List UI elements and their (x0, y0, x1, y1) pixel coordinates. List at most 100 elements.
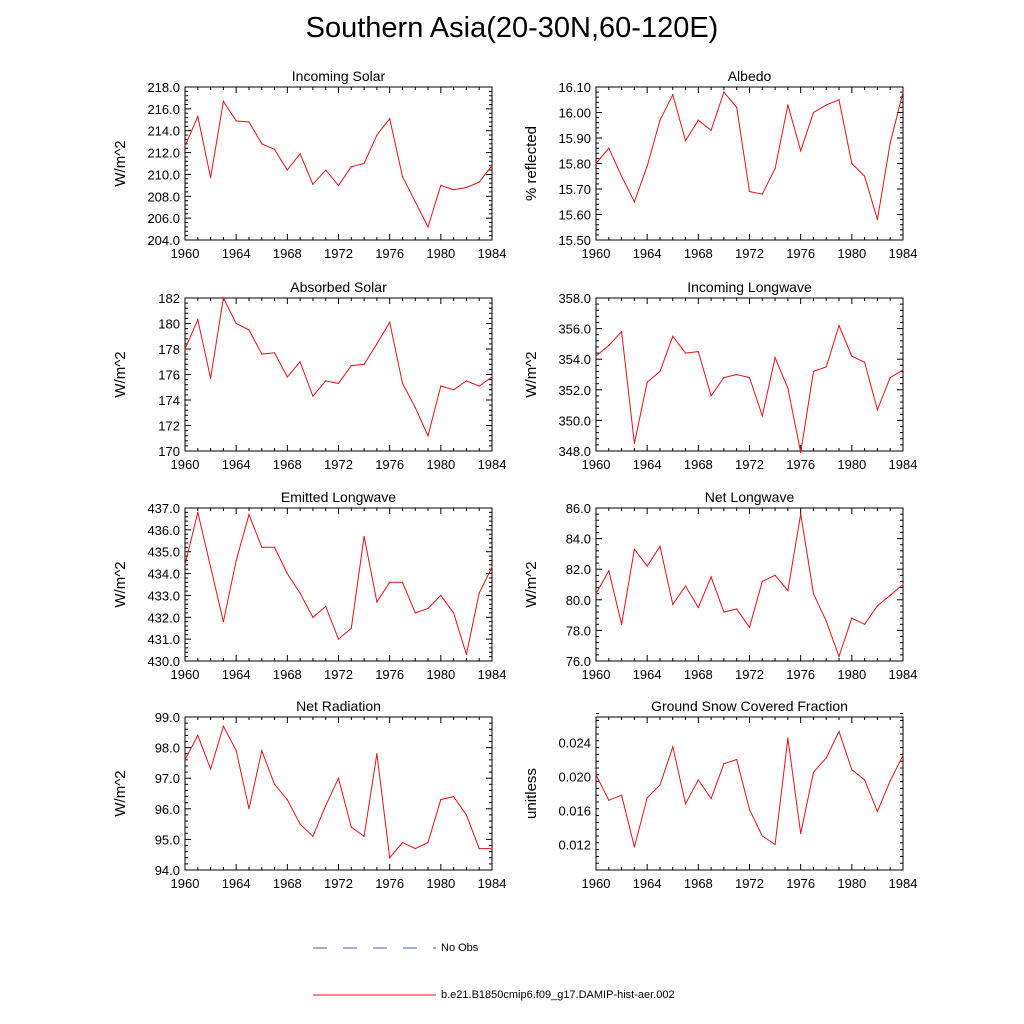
data-point (440, 385, 442, 387)
y-tick-label: 433.0 (147, 588, 180, 603)
data-point (710, 129, 712, 131)
data-point (427, 841, 429, 844)
data-point (440, 799, 442, 801)
data-point (736, 373, 738, 376)
x-tick-label: 1964 (222, 246, 251, 261)
x-tick-label: 1968 (273, 876, 302, 891)
data-point (261, 546, 263, 548)
data-point (197, 511, 199, 513)
data-point (902, 91, 904, 93)
y-axis-label: W/m^2 (112, 561, 129, 607)
legend-obs-label: No Obs (441, 942, 479, 954)
x-tick-label: 1968 (684, 876, 713, 891)
data-point (312, 395, 314, 397)
data-point (838, 99, 840, 101)
y-tick-label: 95.0 (155, 832, 180, 847)
data-point (440, 594, 442, 597)
x-tick-label: 1976 (786, 876, 815, 891)
y-tick-label: 216.0 (147, 102, 180, 117)
data-point (286, 169, 288, 171)
data-point (787, 387, 789, 389)
y-tick-label: 204.0 (147, 233, 180, 248)
data-point (748, 809, 751, 811)
data-point (710, 798, 712, 800)
y-tick-label: 430.0 (147, 654, 180, 669)
x-tick-label: 1968 (273, 457, 302, 472)
y-axis-label: W/m^2 (112, 140, 129, 186)
panel-title: Albedo (728, 68, 772, 84)
x-tick-label: 1976 (786, 667, 815, 682)
y-tick-label: 82.0 (566, 562, 591, 577)
data-point (761, 835, 763, 837)
plot-frame (595, 507, 904, 662)
data-point (389, 118, 391, 120)
data-point (389, 581, 391, 583)
chart-panel: Absorbed Solar W/m^2 1960 1964 1968 1972 1976 1… (112, 279, 506, 472)
y-tick-label: 15.80 (558, 157, 591, 172)
x-tick-label: 1980 (837, 246, 866, 261)
data-point (825, 620, 827, 622)
series-line (595, 324, 904, 453)
x-tick-label: 1984 (889, 667, 918, 682)
data-point (672, 94, 674, 96)
y-tick-label: 218.0 (147, 80, 180, 95)
y-tick-label: 172 (158, 419, 180, 434)
series-line (184, 296, 493, 438)
x-tick-label: 1980 (426, 246, 455, 261)
data-point (414, 407, 416, 409)
x-tick-label: 1976 (786, 457, 815, 472)
x-tick-label: 1976 (375, 667, 404, 682)
data-point (684, 585, 687, 587)
data-point (684, 803, 687, 805)
y-tick-label: 356.0 (558, 322, 591, 337)
x-tick-label: 1972 (324, 246, 353, 261)
data-point (184, 759, 186, 761)
data-point (401, 841, 404, 844)
y-axis-label: unitless (523, 768, 540, 819)
y-axis-label: W/m^2 (523, 351, 540, 397)
series-line (184, 99, 493, 229)
data-point (273, 546, 276, 548)
data-point (299, 592, 301, 594)
data-point (337, 184, 340, 186)
data-point (363, 162, 365, 165)
data-point (812, 111, 815, 114)
data-point (453, 389, 455, 391)
data-point (851, 617, 853, 619)
y-tick-label: 212.0 (147, 146, 180, 161)
data-point (491, 376, 493, 378)
data-point (261, 750, 263, 752)
chart-panel: Ground Snow Covered Fraction unitless 1960… (523, 698, 917, 891)
data-point (864, 361, 866, 363)
data-point (427, 607, 429, 610)
data-point (787, 104, 789, 106)
data-point (389, 857, 391, 859)
data-point (697, 606, 699, 609)
data-point (800, 513, 802, 515)
x-tick-label: 1964 (633, 667, 662, 682)
data-point (414, 847, 416, 850)
y-axis-label: W/m^2 (523, 561, 540, 607)
x-tick-label: 1960 (582, 457, 611, 472)
y-tick-label: 350.0 (558, 413, 591, 428)
data-point (608, 147, 610, 149)
data-point (209, 768, 212, 770)
data-point (184, 145, 186, 147)
x-tick-label: 1984 (478, 667, 507, 682)
data-point (465, 186, 468, 189)
data-point (184, 564, 186, 566)
data-point (248, 808, 250, 810)
data-point (889, 376, 891, 379)
x-tick-label: 1964 (222, 457, 251, 472)
y-tick-label: 435.0 (147, 545, 180, 560)
data-point (595, 355, 597, 357)
chart-panel: Incoming Longwave W/m^2 1960 1964 1968 1972 19… (523, 279, 917, 472)
data-point (672, 603, 674, 605)
y-tick-label: 16.10 (558, 80, 591, 95)
data-point (620, 331, 623, 333)
panel-title: Incoming Longwave (687, 279, 812, 295)
series-line (595, 91, 904, 220)
y-tick-label: 15.70 (558, 182, 591, 197)
y-tick-label: 354.0 (558, 352, 591, 367)
data-point (286, 572, 288, 575)
